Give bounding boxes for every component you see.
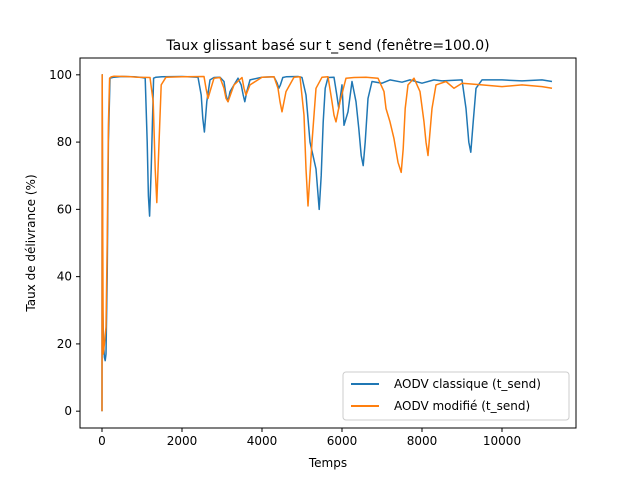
y-tick-label: 80 bbox=[57, 135, 72, 149]
x-tick-label: 4000 bbox=[247, 434, 278, 448]
y-tick-label: 100 bbox=[49, 68, 72, 82]
x-tick-label: 8000 bbox=[407, 434, 438, 448]
x-tick-label: 0 bbox=[98, 434, 106, 448]
y-tick-label: 20 bbox=[57, 337, 72, 351]
y-axis-ticks: 0 20 40 60 80 100 bbox=[49, 68, 80, 418]
x-tick-label: 6000 bbox=[327, 434, 358, 448]
legend-label-classique: AODV classique (t_send) bbox=[394, 377, 541, 391]
legend-label-modifie: AODV modifié (t_send) bbox=[394, 399, 530, 413]
y-tick-label: 0 bbox=[64, 404, 72, 418]
y-axis-label: Taux de délivrance (%) bbox=[24, 174, 38, 312]
series-line-modifie bbox=[101, 74, 553, 412]
chart-legend: AODV classique (t_send) AODV modifié (t_… bbox=[342, 371, 570, 421]
series-layer bbox=[101, 74, 553, 412]
plot-frame bbox=[79, 57, 577, 429]
series-line-classique bbox=[101, 74, 553, 412]
chart-title: Taux glissant basé sur t_send (fenêtre=1… bbox=[165, 38, 489, 54]
x-tick-label: 2000 bbox=[167, 434, 198, 448]
y-tick-label: 60 bbox=[57, 202, 72, 216]
y-tick-label: 40 bbox=[57, 270, 72, 284]
x-axis-label: Temps bbox=[308, 456, 347, 470]
x-tick-label: 10000 bbox=[483, 434, 521, 448]
x-axis-ticks: 0 2000 4000 6000 8000 10000 bbox=[98, 428, 521, 448]
legend-box bbox=[342, 371, 570, 421]
